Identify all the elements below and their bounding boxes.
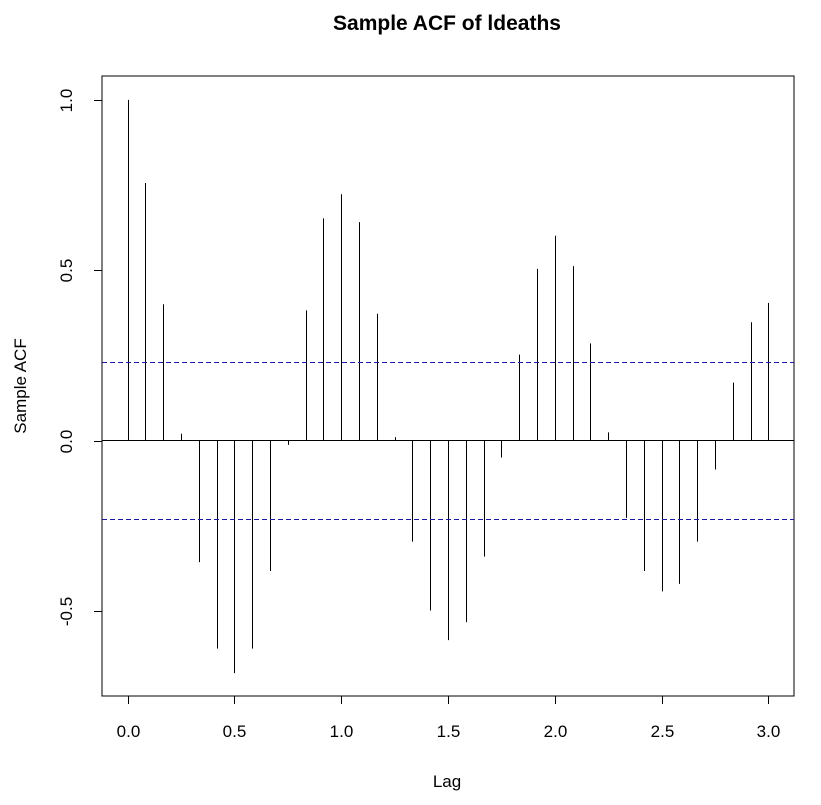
y-axis: -0.5 0.0 0.5 1.0 xyxy=(57,89,103,626)
y-axis-label: Sample ACF xyxy=(11,338,30,433)
y-tick-label: -0.5 xyxy=(57,597,76,626)
y-tick-label: 0.0 xyxy=(57,430,76,454)
x-tick-label: 3.0 xyxy=(757,722,781,741)
acf-bars xyxy=(102,99,794,674)
chart-title: Sample ACF of ldeaths xyxy=(333,12,561,35)
y-tick-label: 1.0 xyxy=(57,89,76,113)
x-tick-label: 0.0 xyxy=(117,722,141,741)
x-tick-label: 2.5 xyxy=(651,722,675,741)
x-tick-label: 0.5 xyxy=(223,722,247,741)
x-axis-label: Lag xyxy=(433,772,461,791)
y-tick-label: 0.5 xyxy=(57,259,76,283)
x-tick-label: 1.5 xyxy=(437,722,461,741)
x-axis: 0.0 0.5 1.0 1.5 2.0 2.5 3.0 xyxy=(117,695,781,741)
x-tick-label: 2.0 xyxy=(544,722,568,741)
confidence-bounds xyxy=(102,362,794,520)
x-tick-label: 1.0 xyxy=(330,722,354,741)
